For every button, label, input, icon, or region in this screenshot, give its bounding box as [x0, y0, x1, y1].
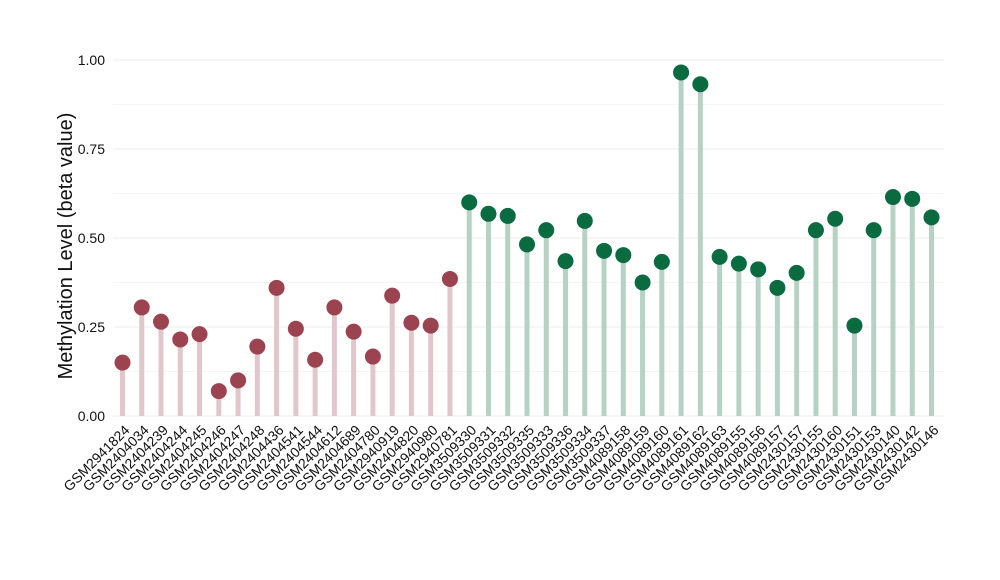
data-point [730, 255, 747, 272]
data-point [287, 320, 304, 337]
data-point [865, 222, 882, 239]
data-point [461, 194, 478, 211]
data-point [904, 190, 921, 207]
data-point [923, 209, 940, 226]
y-tick-label: 0.50 [78, 230, 105, 246]
y-tick-label: 0.25 [78, 319, 105, 335]
data-point [172, 331, 189, 348]
data-point [827, 210, 844, 227]
data-point [634, 274, 651, 291]
data-point [499, 207, 516, 224]
data-point [249, 338, 266, 355]
data-point [750, 261, 767, 278]
data-point [403, 314, 420, 331]
data-point [230, 372, 247, 389]
data-point [692, 76, 709, 93]
y-axis-label: Methylation Level (beta value) [55, 113, 77, 380]
data-point [576, 212, 593, 229]
data-point [846, 317, 863, 334]
x-axis: GSM2941824GSM2404034GSM2404239GSM2404244… [60, 422, 942, 495]
data-point [673, 64, 690, 81]
data-point [653, 253, 670, 270]
data-point [384, 287, 401, 304]
data-point [210, 383, 227, 400]
data-point [422, 317, 439, 334]
data-point [364, 348, 381, 365]
data-point [615, 247, 632, 264]
y-tick-label: 0.00 [78, 408, 105, 424]
data-point [788, 264, 805, 281]
data-point [884, 189, 901, 206]
data-point [326, 299, 343, 316]
y-axis: 0.00 0.25 0.50 0.75 1.00 [78, 52, 105, 424]
data-point [519, 236, 535, 253]
data-point [538, 222, 555, 239]
data-point [268, 279, 285, 296]
data-point [133, 299, 150, 316]
data-point [307, 351, 324, 368]
points [114, 64, 940, 400]
stems [120, 72, 934, 416]
data-point [807, 222, 824, 239]
data-point [769, 279, 786, 296]
data-point [596, 242, 613, 259]
y-tick-label: 1.00 [78, 52, 105, 68]
data-point [480, 205, 497, 222]
data-point [711, 248, 728, 265]
data-point [441, 270, 458, 287]
data-point [345, 323, 362, 340]
y-tick-label: 0.75 [78, 141, 105, 157]
data-point [191, 326, 208, 343]
data-point [557, 253, 574, 270]
data-point [153, 313, 170, 330]
data-point [114, 354, 131, 371]
